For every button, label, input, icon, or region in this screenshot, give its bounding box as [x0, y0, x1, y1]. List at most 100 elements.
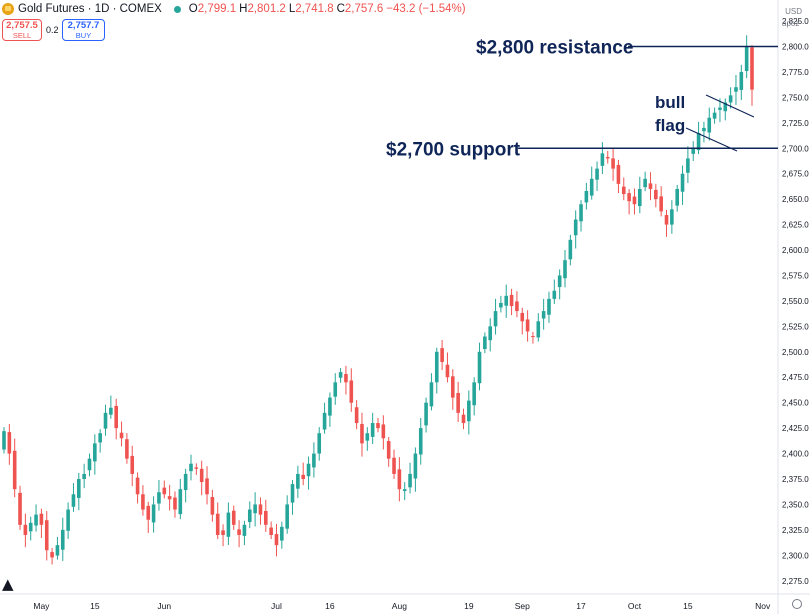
y-tick-label: 2,550.0: [782, 297, 809, 306]
flag-upper-line: [705, 94, 755, 118]
buy-button[interactable]: 2,757.7 BUY: [62, 19, 105, 41]
x-tick-label: Oct: [628, 601, 642, 611]
tradingview-logo-icon[interactable]: ▲: [2, 575, 13, 593]
y-tick-label: 2,650.0: [782, 195, 809, 204]
buy-label: BUY: [75, 31, 92, 40]
low-label: L: [288, 3, 296, 15]
sell-label: SELL: [12, 31, 32, 40]
candle-body: [301, 474, 305, 480]
candle-body: [365, 433, 370, 441]
candle-body: [109, 407, 113, 415]
currency-selector[interactable]: USD: [785, 7, 802, 16]
candle-body: [60, 529, 65, 550]
x-tick-label: 15: [90, 601, 100, 611]
candle-body: [600, 153, 605, 166]
x-tick-label: Aug: [392, 601, 407, 611]
candle-body: [162, 487, 167, 495]
candle-body: [734, 87, 738, 92]
y-tick-label: 2,325.0: [782, 526, 809, 535]
spread-value: 0.2: [46, 25, 59, 35]
y-tick-label: 2,675.0: [782, 170, 809, 179]
candle-body: [205, 478, 209, 495]
axis-mode-label[interactable]: apoz: [782, 19, 799, 28]
candle-body: [632, 196, 637, 205]
candle-body: [547, 298, 551, 315]
bull-flag-label: bull: [655, 93, 685, 112]
candle-body: [402, 489, 407, 492]
candle-body: [130, 455, 135, 474]
candle-body: [7, 432, 12, 454]
candle-body: [269, 527, 273, 535]
candle-body: [723, 102, 728, 112]
candle-body: [611, 158, 615, 169]
y-tick-label: 2,500.0: [782, 348, 809, 357]
chart-settings-icon[interactable]: [792, 599, 802, 609]
high-label: H: [239, 3, 248, 15]
candle-body: [141, 494, 145, 510]
y-tick-label: 2,575.0: [782, 271, 809, 280]
candle-body: [584, 191, 589, 203]
candle-body: [424, 402, 428, 426]
candle-body: [493, 311, 498, 327]
candle-body: [93, 443, 97, 462]
candle-body: [237, 529, 241, 535]
candle-body: [579, 204, 583, 222]
candle-body: [445, 364, 450, 378]
candle-body: [712, 112, 717, 119]
candle-body: [34, 514, 38, 526]
candle-body: [531, 336, 535, 338]
candle-body: [253, 504, 257, 514]
candle-body: [183, 473, 188, 491]
candle-body: [680, 173, 685, 192]
candle-body: [370, 423, 375, 437]
candle-body: [77, 479, 81, 498]
candle-body: [472, 382, 476, 406]
candle-body: [28, 522, 33, 532]
candle-body: [274, 534, 279, 546]
candle-body: [418, 428, 423, 455]
candle-body: [467, 400, 471, 422]
candle-body: [2, 431, 6, 450]
candle-body: [429, 382, 434, 407]
candle-body: [317, 433, 322, 454]
y-tick-label: 2,300.0: [782, 551, 809, 560]
candle-body: [691, 148, 696, 154]
symbol-title[interactable]: Gold Futures · 1D · COMEX: [18, 3, 162, 15]
candle-body: [675, 188, 679, 206]
x-tick-label: 16: [325, 601, 335, 611]
candle-body: [376, 423, 380, 429]
candle-body: [648, 183, 653, 189]
candle-body: [638, 188, 642, 207]
candle-body: [536, 321, 541, 338]
candle-body: [306, 463, 311, 477]
candle-body: [167, 496, 172, 500]
candle-body: [354, 407, 359, 424]
x-tick-label: 17: [576, 601, 586, 611]
y-tick-label: 2,800.0: [782, 42, 809, 51]
candle-body: [552, 290, 557, 299]
candle-body: [509, 294, 514, 306]
candle-body: [285, 504, 289, 529]
candle-body: [18, 492, 22, 525]
candle-body: [23, 524, 28, 535]
y-tick-label: 2,700.0: [782, 144, 809, 153]
candle-body: [595, 168, 599, 180]
candle-body: [702, 127, 706, 132]
candle-body: [189, 463, 193, 472]
sell-button[interactable]: 2,757.5 SELL: [2, 19, 42, 41]
candle-body: [157, 492, 161, 504]
x-tick-label: Nov: [755, 601, 771, 611]
candle-body: [82, 473, 86, 480]
candle-body: [178, 489, 183, 515]
candle-body: [488, 326, 492, 341]
sell-price: 2,757.5: [6, 20, 38, 31]
candle-body: [499, 302, 503, 308]
y-tick-label: 2,425.0: [782, 424, 809, 433]
candle-body: [707, 117, 712, 133]
x-tick-label: Jul: [271, 601, 282, 611]
candle-body: [280, 526, 284, 541]
candle-body: [483, 336, 487, 350]
candle-body: [55, 545, 60, 556]
candle-body: [408, 473, 412, 488]
